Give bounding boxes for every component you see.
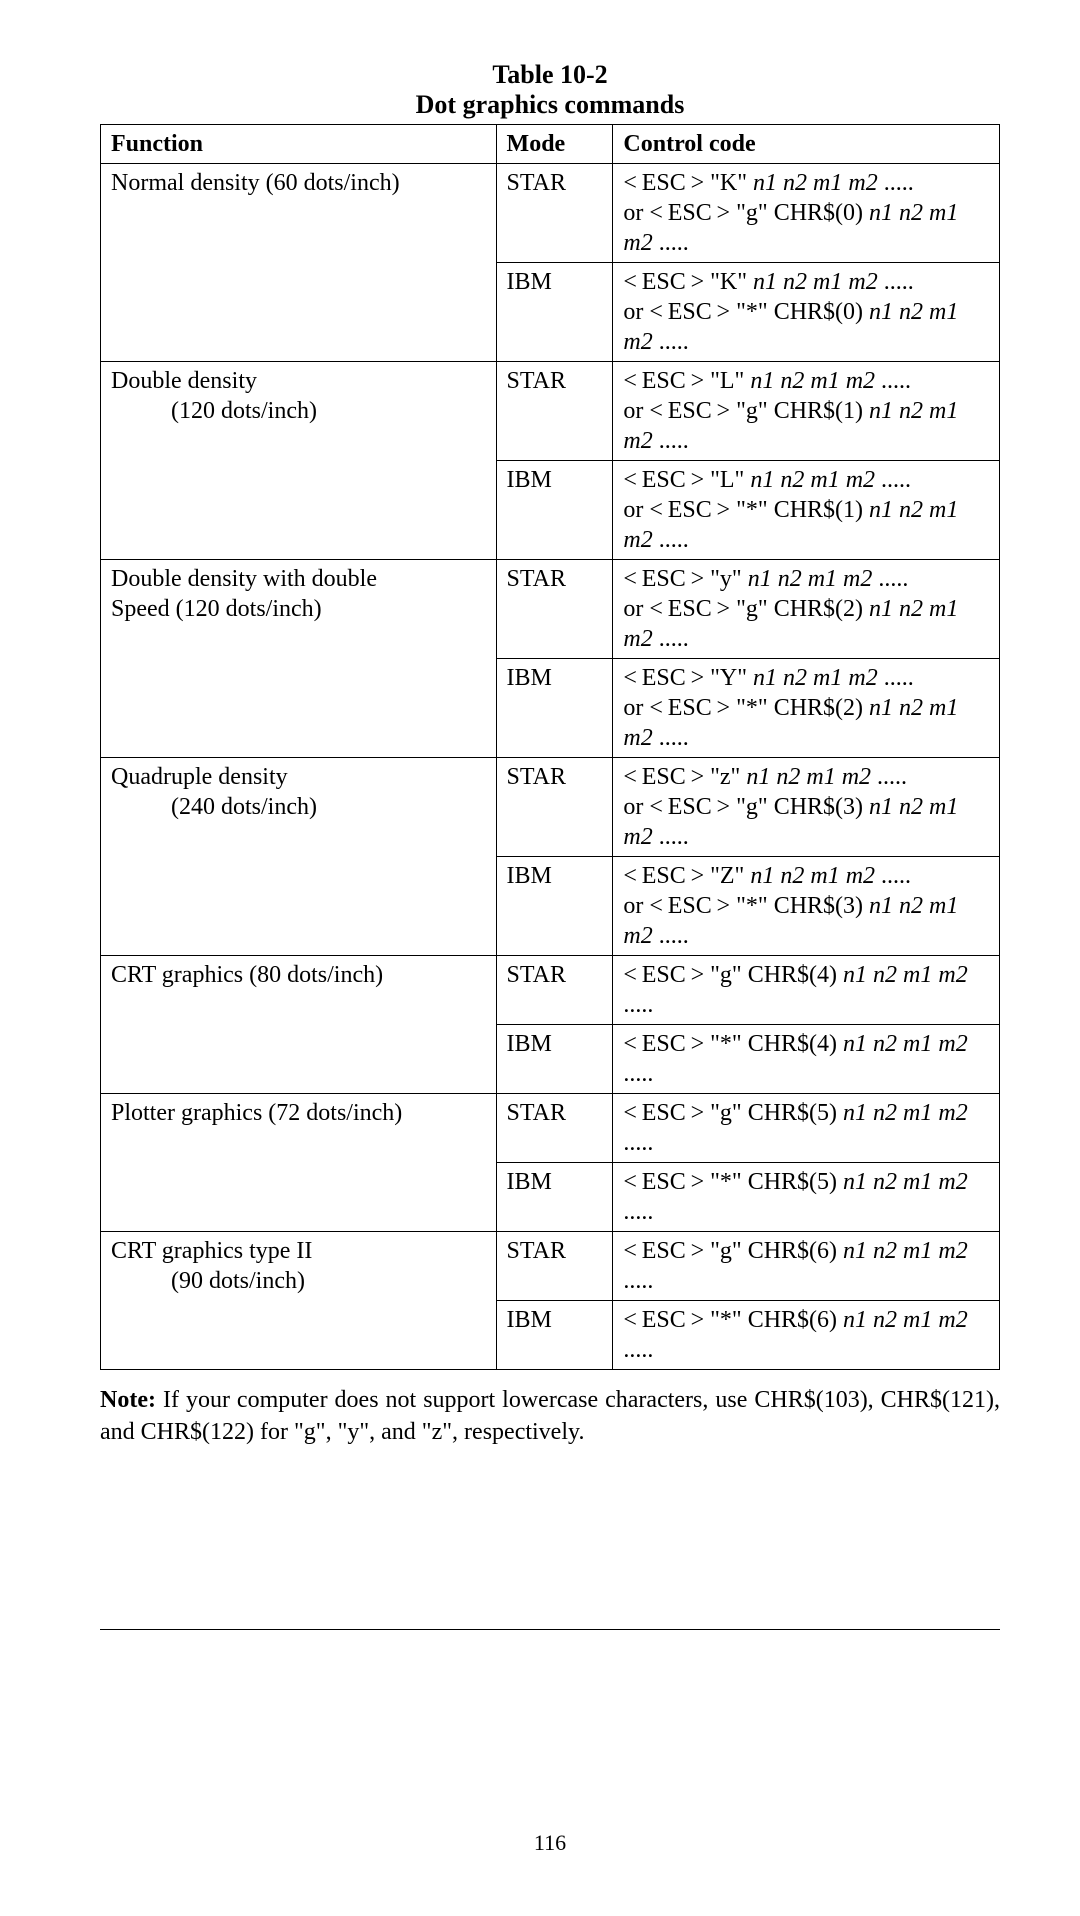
note-text: If your computer does not support lowerc… — [100, 1387, 1000, 1445]
cell-mode: STAR — [496, 758, 613, 857]
cell-control-code: < ESC > "L" n1 n2 m1 m2 .....or < ESC > … — [613, 362, 1000, 461]
footer-rule — [100, 1629, 1000, 1630]
table-number: Table 10-2 — [100, 60, 1000, 90]
note-label: Note: — [100, 1387, 156, 1413]
table-row: CRT graphics (80 dots/inch)STAR< ESC > "… — [101, 956, 1000, 1025]
cell-control-code: < ESC > "g" CHR$(6) n1 n2 m1 m2 ..... — [613, 1232, 1000, 1301]
cell-control-code: < ESC > "y" n1 n2 m1 m2 .....or < ESC > … — [613, 560, 1000, 659]
cell-function: Plotter graphics (72 dots/inch) — [101, 1094, 497, 1232]
cell-mode: IBM — [496, 1025, 613, 1094]
table-row: Double density with doubleSpeed (120 dot… — [101, 560, 1000, 659]
cell-control-code: < ESC > "g" CHR$(4) n1 n2 m1 m2 ..... — [613, 956, 1000, 1025]
cell-control-code: < ESC > "*" CHR$(4) n1 n2 m1 m2 ..... — [613, 1025, 1000, 1094]
cell-control-code: < ESC > "K" n1 n2 m1 m2 .....or < ESC > … — [613, 263, 1000, 362]
note-paragraph: Note: If your computer does not support … — [100, 1384, 1000, 1449]
cell-function: Normal density (60 dots/inch) — [101, 164, 497, 362]
cell-mode: IBM — [496, 461, 613, 560]
cell-function: Double density(120 dots/inch) — [101, 362, 497, 560]
table-header-row: Function Mode Control code — [101, 125, 1000, 164]
table-row: CRT graphics type II(90 dots/inch)STAR< … — [101, 1232, 1000, 1301]
header-function: Function — [101, 125, 497, 164]
cell-function: Double density with doubleSpeed (120 dot… — [101, 560, 497, 758]
table-caption: Dot graphics commands — [100, 90, 1000, 120]
cell-mode: IBM — [496, 263, 613, 362]
table-title-block: Table 10-2 Dot graphics commands — [100, 60, 1000, 120]
cell-mode: STAR — [496, 956, 613, 1025]
table-row: Normal density (60 dots/inch)STAR< ESC >… — [101, 164, 1000, 263]
table-row: Plotter graphics (72 dots/inch)STAR< ESC… — [101, 1094, 1000, 1163]
cell-control-code: < ESC > "L" n1 n2 m1 m2 .....or < ESC > … — [613, 461, 1000, 560]
cell-mode: IBM — [496, 1301, 613, 1370]
cell-mode: IBM — [496, 1163, 613, 1232]
cell-control-code: < ESC > "z" n1 n2 m1 m2 .....or < ESC > … — [613, 758, 1000, 857]
commands-table: Function Mode Control code Normal densit… — [100, 124, 1000, 1370]
cell-function: CRT graphics type II(90 dots/inch) — [101, 1232, 497, 1370]
cell-mode: STAR — [496, 560, 613, 659]
cell-mode: STAR — [496, 1232, 613, 1301]
cell-mode: STAR — [496, 362, 613, 461]
header-mode: Mode — [496, 125, 613, 164]
cell-function: CRT graphics (80 dots/inch) — [101, 956, 497, 1094]
table-row: Quadruple density(240 dots/inch)STAR< ES… — [101, 758, 1000, 857]
cell-function: Quadruple density(240 dots/inch) — [101, 758, 497, 956]
table-row: Double density(120 dots/inch)STAR< ESC >… — [101, 362, 1000, 461]
header-control-code: Control code — [613, 125, 1000, 164]
cell-mode: STAR — [496, 1094, 613, 1163]
cell-control-code: < ESC > "Y" n1 n2 m1 m2 .....or < ESC > … — [613, 659, 1000, 758]
cell-mode: IBM — [496, 659, 613, 758]
cell-control-code: < ESC > "Z" n1 n2 m1 m2 .....or < ESC > … — [613, 857, 1000, 956]
cell-mode: STAR — [496, 164, 613, 263]
cell-control-code: < ESC > "*" CHR$(5) n1 n2 m1 m2 ..... — [613, 1163, 1000, 1232]
page-number: 116 — [100, 1830, 1000, 1856]
cell-control-code: < ESC > "K" n1 n2 m1 m2 .....or < ESC > … — [613, 164, 1000, 263]
cell-control-code: < ESC > "*" CHR$(6) n1 n2 m1 m2 ..... — [613, 1301, 1000, 1370]
cell-control-code: < ESC > "g" CHR$(5) n1 n2 m1 m2 ..... — [613, 1094, 1000, 1163]
cell-mode: IBM — [496, 857, 613, 956]
